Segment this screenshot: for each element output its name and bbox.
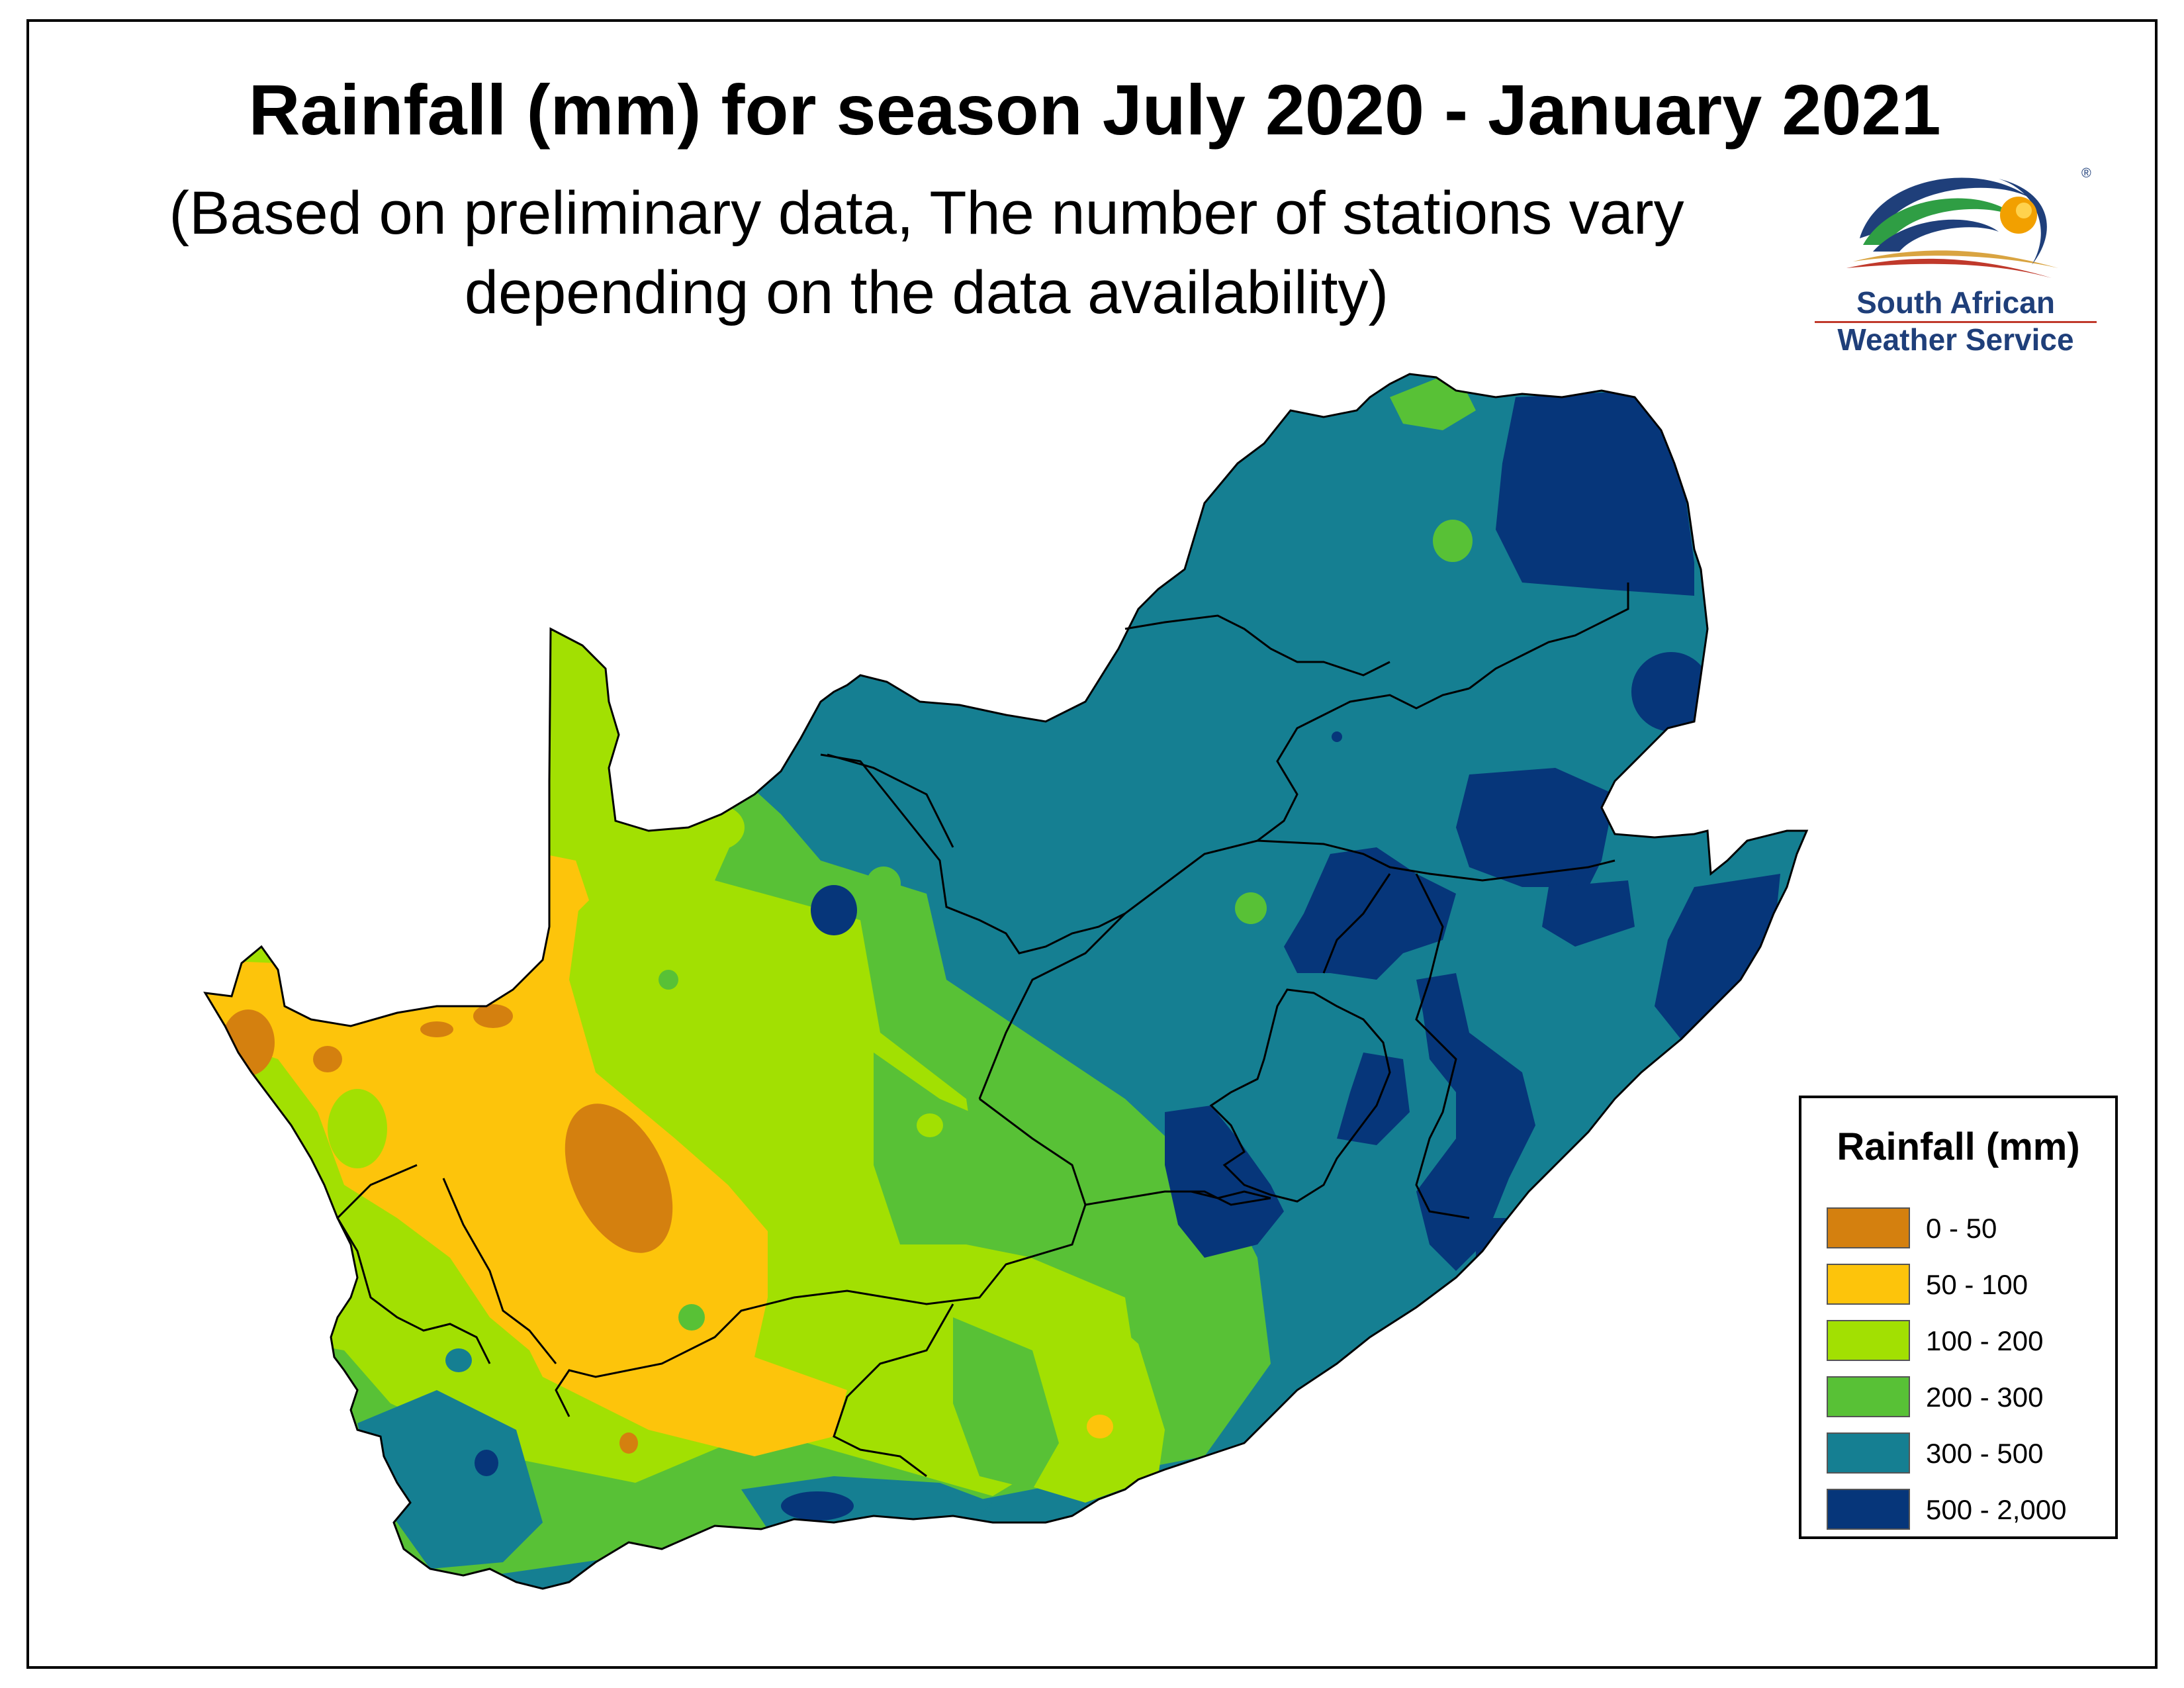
rainfall-zones bbox=[205, 374, 1807, 1589]
subtitle-line-2: depending on the data availability) bbox=[464, 259, 1389, 326]
legend-label: 300 - 500 bbox=[1926, 1438, 2044, 1469]
zone-100-200-spot-3 bbox=[917, 1113, 943, 1137]
zone-0-50-spot-3 bbox=[420, 1021, 453, 1037]
zone-100-200-spot bbox=[328, 1089, 387, 1168]
subtitle-line-1: (Based on preliminary data, The number o… bbox=[169, 179, 1684, 247]
zone-500-2000-kzn-coast bbox=[1655, 874, 1780, 1039]
legend-label: 200 - 300 bbox=[1926, 1382, 2044, 1413]
province-border-cape-south bbox=[833, 1303, 954, 1477]
province-border-free-state-south bbox=[979, 1098, 1271, 1206]
zone-200-300-spot-3 bbox=[866, 867, 901, 901]
legend-item: 300 - 500 bbox=[1827, 1432, 2105, 1475]
zone-0-50-spot-4 bbox=[619, 1432, 638, 1454]
zone-200-300-karoo bbox=[874, 1053, 1092, 1258]
zone-500-2000-north-west bbox=[811, 885, 857, 935]
map-subtitle: (Based on preliminary data, The number o… bbox=[99, 173, 1754, 332]
province-border-northern-cape bbox=[827, 753, 954, 848]
legend-item: 50 - 100 bbox=[1827, 1264, 2105, 1306]
province-border-kzn-north bbox=[1322, 873, 1391, 974]
zone-500-2000-coast-south bbox=[1476, 1218, 1516, 1271]
legend-swatch bbox=[1827, 1320, 1910, 1361]
zone-100-200-spot-2 bbox=[685, 804, 745, 851]
legend-title: Rainfall (mm) bbox=[1837, 1125, 2080, 1168]
zone-500-2000-transkei bbox=[1416, 973, 1535, 1271]
province-border-lesotho-south bbox=[1191, 1190, 1271, 1199]
province-border-north-west bbox=[978, 912, 1126, 1100]
province-border-eastern-cape bbox=[555, 1204, 1087, 1417]
zone-200-300-east-cape bbox=[953, 1317, 1059, 1489]
zone-0-50-spot-1 bbox=[313, 1046, 342, 1072]
zone-0-50-central bbox=[565, 1103, 673, 1253]
map-title: Rainfall (mm) for season July 2020 - Jan… bbox=[248, 70, 1941, 150]
map-legend: Rainfall (mm) 0 - 50 50 - 100 100 - 200 200… bbox=[1799, 1096, 2118, 1539]
zone-200-300-spot-2 bbox=[659, 970, 678, 990]
legend-label: 50 - 100 bbox=[1926, 1269, 2028, 1300]
zone-500-2000-south-coast bbox=[781, 1491, 854, 1521]
legend-swatch bbox=[1827, 1432, 1910, 1474]
zone-500-2000-swaziland-area bbox=[1456, 768, 1615, 887]
legend-swatch bbox=[1827, 1264, 1910, 1305]
province-border-gauteng bbox=[1257, 687, 1470, 842]
zone-50-100-spot bbox=[1087, 1415, 1113, 1438]
legend-item: 500 - 2,000 bbox=[1827, 1489, 2105, 1531]
legend-label: 0 - 50 bbox=[1926, 1213, 1997, 1244]
zone-500-2000-limpopo bbox=[1496, 391, 1694, 596]
registered-mark: ® bbox=[2081, 166, 2091, 181]
province-borders bbox=[336, 583, 1629, 1477]
province-border-western-cape bbox=[336, 1164, 491, 1364]
zone-500-2000-lesotho-east bbox=[1337, 1053, 1410, 1145]
zone-500-2000-mpumalanga bbox=[1631, 652, 1711, 731]
zone-300-500-cape-spot bbox=[445, 1348, 472, 1372]
legend-label: 100 - 200 bbox=[1926, 1325, 2044, 1356]
legend-label: 500 - 2,000 bbox=[1926, 1494, 2067, 1525]
zone-200-300-limpopo bbox=[1433, 520, 1473, 562]
legend-item: 0 - 50 bbox=[1827, 1207, 2105, 1250]
legend-item: 200 - 300 bbox=[1827, 1376, 2105, 1419]
zone-500-2000-free-state-east bbox=[1284, 847, 1456, 980]
zone-500-2000-kzn-north bbox=[1542, 880, 1635, 947]
legend-swatch bbox=[1827, 1376, 1910, 1417]
zone-300-500-cape bbox=[357, 1390, 543, 1569]
zone-50-100-north bbox=[543, 854, 589, 927]
province-border-kzn-west bbox=[1415, 873, 1470, 1219]
logo-rule bbox=[1815, 321, 2097, 323]
province-border-west-inner bbox=[442, 1178, 557, 1364]
logo-line-2: Weather Service bbox=[1837, 322, 2074, 357]
zone-500-2000-lesotho-west bbox=[1165, 1105, 1284, 1258]
zone-500-2000-cape-spot bbox=[475, 1450, 498, 1476]
legend-swatch bbox=[1827, 1207, 1910, 1248]
legend-item: 100 - 200 bbox=[1827, 1320, 2105, 1362]
zone-500-2000-gauteng-spot bbox=[1332, 731, 1342, 742]
map-frame: Rainfall (mm) for season July 2020 - Jan… bbox=[26, 19, 2158, 1669]
saws-logo-emblem-icon: ® bbox=[1846, 166, 2091, 278]
legend-swatch bbox=[1827, 1489, 1910, 1530]
saws-logo: ® South African Weather Service bbox=[1800, 152, 2111, 364]
zone-200-300-spot-4 bbox=[1235, 892, 1267, 924]
zone-200-300-spot-1 bbox=[678, 1304, 705, 1331]
province-border-limpopo bbox=[1124, 614, 1390, 677]
province-border-mpumalanga bbox=[1469, 583, 1629, 690]
zone-0-50-spot-2 bbox=[473, 1004, 513, 1028]
logo-line-1: South African bbox=[1856, 285, 2055, 320]
